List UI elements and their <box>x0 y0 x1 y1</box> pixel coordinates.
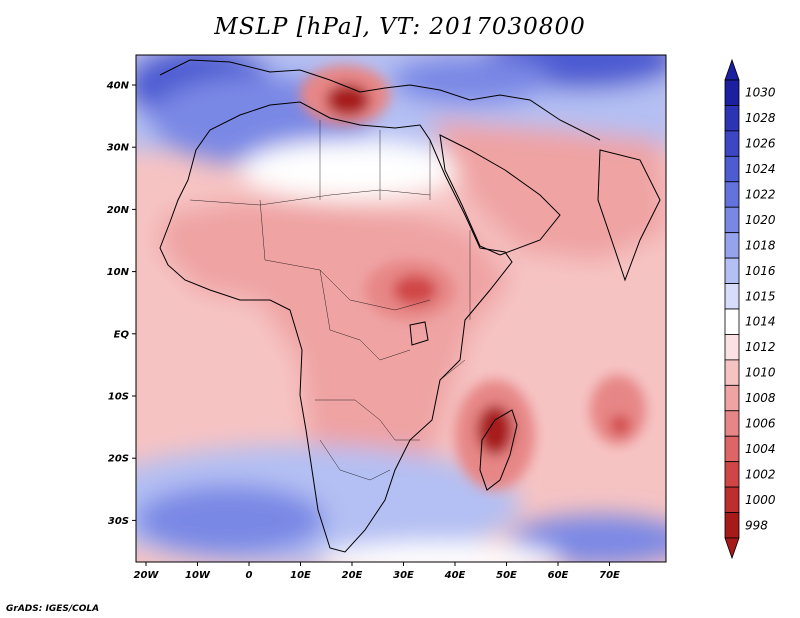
colorbar-swatch <box>724 130 740 157</box>
colorbar-swatch <box>724 79 740 106</box>
border-north <box>319 120 431 200</box>
border-sahel <box>189 189 431 206</box>
colorbar-swatch <box>724 512 740 539</box>
border-east <box>439 230 471 381</box>
lat-tick-label: 30N <box>107 143 130 154</box>
colorbar-swatch <box>724 410 740 437</box>
colorbar-label: 1010 <box>745 366 776 380</box>
lat-tick-label: EQ <box>114 329 130 340</box>
colorbar-swatch <box>724 155 740 183</box>
lat-tick-label: 30S <box>108 516 129 527</box>
lon-tick-label: 0 <box>246 570 253 581</box>
lon-tick-label: 40E <box>444 570 466 581</box>
coastlines <box>159 59 661 553</box>
lat-tick-label: 10S <box>108 392 129 403</box>
field-caspian-high <box>390 55 550 105</box>
lon-tick-label: 60E <box>548 570 569 581</box>
field-indian-ocean-high <box>510 515 666 562</box>
colorbar-swatch <box>724 308 740 335</box>
field-neutral-band <box>240 140 460 200</box>
border-southern-2 <box>319 439 391 481</box>
colorbar-label: 1000 <box>745 493 776 507</box>
coastline-madagascar <box>479 409 518 491</box>
lon-tick-label: 70E <box>599 570 620 581</box>
colorbar-swatch <box>724 384 740 412</box>
colorbar-bottom-arrow <box>724 537 740 560</box>
colorbar-label: 1024 <box>745 162 776 176</box>
colorbar-swatch <box>724 334 740 361</box>
border-southern <box>315 399 420 441</box>
lon-tick-label: 30E <box>393 570 414 581</box>
colorbar-swatch <box>724 283 740 310</box>
colorbar-label: 1008 <box>745 391 776 405</box>
colorbar-label: 1018 <box>745 238 776 252</box>
colorbar-swatch <box>724 486 740 513</box>
lat-tick-label: 10N <box>107 267 130 278</box>
colorbar-swatch <box>724 181 740 208</box>
coastline-africa <box>159 101 513 553</box>
coastline-lake-victoria <box>409 321 429 346</box>
lat-tick-label: 20N <box>107 205 130 216</box>
colorbar-label: 1028 <box>745 111 776 125</box>
colorbar-label: 1022 <box>745 188 776 202</box>
lon-tick-label: 10W <box>185 570 211 581</box>
country-borders <box>189 120 471 481</box>
colorbar-swatch <box>724 435 740 463</box>
border-central <box>319 269 411 361</box>
lon-tick-label: 20E <box>342 570 363 581</box>
colorbar-swatch <box>724 461 740 488</box>
field-mascarene-low <box>590 375 646 445</box>
field-south-atlantic-high <box>136 485 325 555</box>
lat-tick-label: 20S <box>108 454 129 465</box>
field-mediterranean-low-core <box>326 84 370 116</box>
coastline-europe <box>159 59 601 141</box>
colorbar-label: 1014 <box>745 315 776 329</box>
colorbar-label: 1020 <box>745 213 776 227</box>
latitude-axis: 40N 30N 20N 10N EQ 10S 20S 30S <box>106 81 136 527</box>
plot-frame <box>135 54 667 563</box>
coastline-india <box>597 149 661 282</box>
coastline-arabia <box>439 134 561 256</box>
colorbar-label: 1015 <box>745 289 776 303</box>
colorbar-label: 1002 <box>745 467 776 481</box>
lon-tick-label: 50E <box>496 570 517 581</box>
colorbar-swatch <box>724 232 740 259</box>
lon-tick-label: 10E <box>290 570 311 581</box>
field-madagascar-low-core <box>477 405 513 455</box>
colorbar-swatch <box>724 206 740 234</box>
border-west-central <box>259 199 431 311</box>
pressure-field <box>136 55 666 562</box>
colorbar-label: 998 <box>745 518 768 532</box>
colorbar-label: 1012 <box>745 340 776 354</box>
colorbar-swatch <box>724 257 740 284</box>
colorbar-label: 1016 <box>745 264 776 278</box>
colorbar-swatch <box>724 359 740 386</box>
colorbar: 1030 1028 1026 1024 1022 1020 1018 1016 1015 1014… <box>724 58 776 560</box>
map-title: MSLP [hPa], VT: 2017030800 <box>214 14 586 40</box>
colorbar-label: 1004 <box>745 442 776 456</box>
colorbar-swatch <box>724 105 740 132</box>
colorbar-label: 1026 <box>745 137 776 151</box>
credit-text: GrADS: IGES/COLA <box>6 604 100 614</box>
lat-tick-label: 40N <box>106 81 130 92</box>
lon-tick-label: 20W <box>134 570 160 581</box>
colorbar-label: 1006 <box>745 417 776 431</box>
field-south-neutral <box>320 542 560 562</box>
colorbar-label: 1030 <box>745 86 776 100</box>
field-mascarene-low-core <box>610 415 630 435</box>
field-sudan-low-core <box>393 275 437 305</box>
longitude-axis: 20W 10W 0 10E 20E 30E 40E 50E 60E 70E <box>134 562 620 581</box>
colorbar-top-arrow <box>724 58 740 81</box>
